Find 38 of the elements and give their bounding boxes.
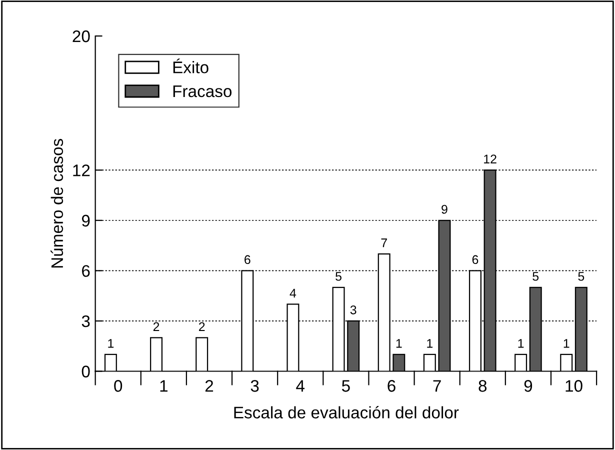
data-label: 12 — [484, 154, 496, 164]
x-tick-label: 0 — [114, 380, 122, 392]
y-tick-label: 20 — [72, 30, 90, 42]
data-label: 2 — [153, 322, 160, 331]
x-tick-label: 4 — [296, 380, 305, 392]
y-tick-label: 0 — [82, 366, 90, 378]
y-axis-title: Número de casos — [50, 138, 64, 268]
x-tick-label: 9 — [524, 380, 532, 392]
x-tick-label: 6 — [388, 380, 396, 392]
data-label: 2 — [198, 322, 205, 331]
legend-label: Éxito — [173, 58, 208, 74]
y-tick-label: 3 — [82, 315, 90, 328]
x-tick-label: 10 — [566, 380, 582, 392]
y-tick-label: 6 — [82, 265, 90, 277]
data-label: 1 — [427, 339, 433, 348]
data-label: 1 — [396, 339, 402, 348]
data-label: 6 — [472, 255, 478, 264]
data-label: 3 — [350, 305, 356, 314]
data-label: 5 — [336, 272, 342, 281]
x-axis-title: Escala de evaluación del dolor — [234, 406, 459, 418]
x-tick-label: 3 — [250, 380, 259, 392]
x-tick-label: 1 — [160, 380, 168, 392]
x-tick-label: 2 — [205, 380, 214, 392]
data-label: 5 — [578, 272, 584, 281]
y-tick-label: 9 — [82, 214, 90, 227]
data-label: 1 — [564, 339, 570, 348]
data-label: 6 — [244, 255, 250, 264]
data-label: 5 — [532, 272, 539, 281]
data-label: 9 — [442, 204, 448, 214]
data-label: 1 — [518, 339, 524, 348]
data-label: 1 — [108, 339, 114, 348]
data-label: 4 — [290, 288, 296, 298]
legend-label: Fracaso — [173, 86, 232, 98]
y-tick-label: 12 — [73, 164, 90, 176]
data-label: 7 — [381, 238, 387, 248]
x-tick-label: 5 — [342, 380, 350, 392]
x-tick-label: 8 — [478, 380, 487, 392]
x-tick-label: 7 — [433, 380, 441, 392]
